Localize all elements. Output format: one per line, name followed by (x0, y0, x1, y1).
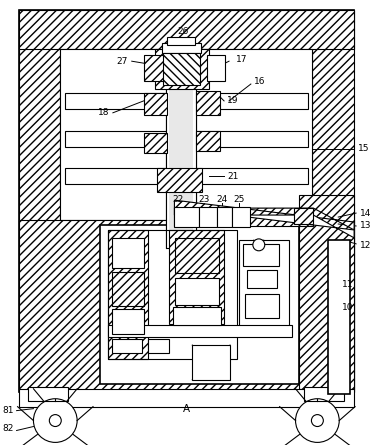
Bar (217, 207, 232, 227)
Bar (60, 49, 312, 220)
Polygon shape (174, 200, 354, 230)
Polygon shape (19, 220, 354, 392)
Bar (247, 270, 277, 287)
Text: 16: 16 (254, 76, 265, 85)
Text: 10: 10 (342, 303, 354, 312)
Bar (328, 240, 350, 394)
Text: 82: 82 (3, 424, 14, 433)
Bar (294, 208, 313, 224)
Text: 26: 26 (178, 27, 189, 36)
Bar (192, 345, 230, 380)
Bar (108, 325, 292, 337)
Bar (199, 207, 217, 227)
Bar (112, 272, 144, 306)
Polygon shape (19, 9, 354, 49)
Bar (108, 230, 237, 359)
Bar (175, 238, 219, 273)
Text: 23: 23 (199, 195, 210, 204)
Text: 19: 19 (227, 97, 239, 105)
Text: 12: 12 (360, 241, 371, 250)
Bar (168, 38, 195, 45)
Bar (65, 93, 309, 109)
Bar (144, 93, 168, 115)
Polygon shape (174, 208, 354, 238)
Bar (100, 225, 298, 384)
Bar (108, 230, 148, 359)
Bar (19, 389, 354, 407)
Text: 81: 81 (3, 406, 14, 415)
Bar (245, 295, 279, 318)
Text: 11: 11 (342, 280, 354, 289)
Bar (19, 9, 354, 392)
Text: 21: 21 (227, 172, 238, 181)
Text: 13: 13 (360, 221, 371, 231)
Polygon shape (298, 195, 354, 389)
Bar (28, 387, 68, 401)
Polygon shape (19, 9, 60, 392)
Circle shape (295, 399, 339, 443)
Text: 15: 15 (358, 144, 370, 153)
Bar (239, 240, 289, 329)
Bar (232, 207, 250, 227)
Bar (65, 169, 309, 184)
Bar (243, 244, 279, 266)
Bar (112, 309, 144, 334)
Bar (175, 278, 219, 305)
Bar (157, 169, 202, 192)
Polygon shape (312, 9, 354, 392)
Bar (112, 238, 144, 268)
Bar (166, 49, 196, 248)
Bar (174, 208, 313, 226)
Bar (144, 133, 168, 152)
Bar (207, 55, 225, 81)
Bar (163, 53, 200, 85)
Bar (112, 339, 142, 353)
Text: 18: 18 (98, 108, 110, 117)
Bar (148, 339, 169, 353)
Circle shape (312, 415, 324, 426)
Text: A: A (183, 404, 190, 413)
Bar (196, 91, 220, 115)
Bar (169, 230, 224, 324)
Text: 17: 17 (236, 55, 248, 64)
Bar (174, 308, 221, 325)
Bar (169, 49, 193, 243)
Bar (162, 43, 201, 53)
Circle shape (49, 415, 61, 426)
Bar (154, 49, 209, 89)
Bar (144, 55, 165, 81)
Text: 25: 25 (233, 195, 245, 204)
Text: 22: 22 (173, 195, 184, 204)
Circle shape (253, 239, 265, 251)
Circle shape (33, 399, 77, 443)
Bar (174, 207, 199, 227)
Text: 14: 14 (360, 209, 371, 218)
Bar (196, 131, 220, 151)
Bar (65, 131, 309, 147)
Text: 24: 24 (217, 195, 228, 204)
Bar (304, 387, 344, 401)
Text: 27: 27 (116, 57, 128, 66)
